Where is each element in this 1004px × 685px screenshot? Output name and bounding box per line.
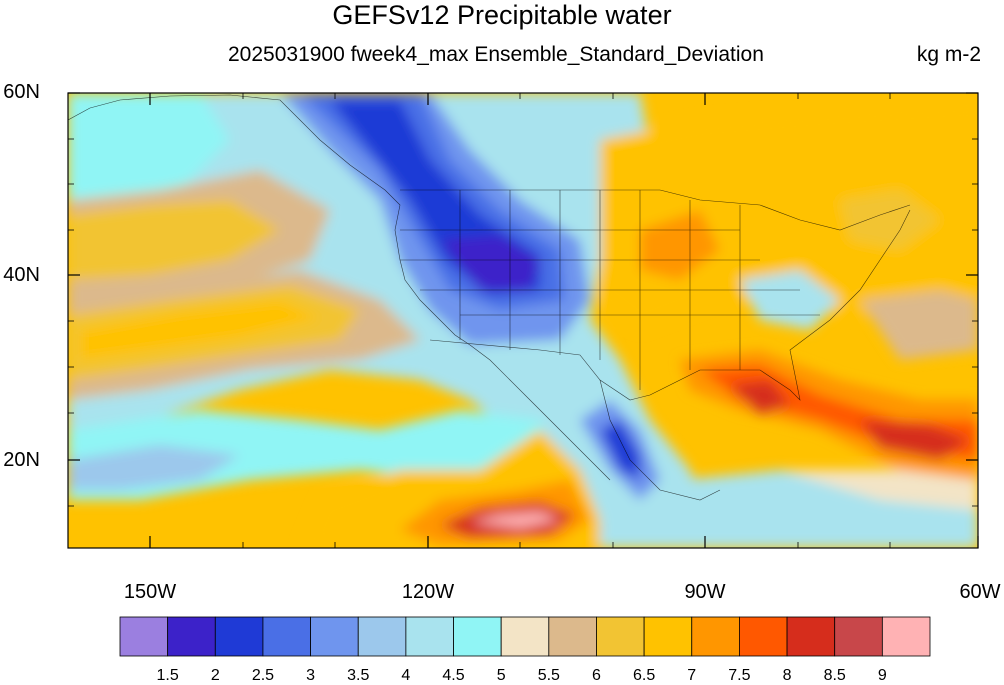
colorbar-tick-label: 9 [877, 667, 887, 684]
colorbar-tick-label: 4 [401, 667, 411, 684]
colorbar-swatch [214, 616, 264, 657]
map-title: GEFSv12 Precipitable water [332, 0, 672, 30]
precipitable-water-field [68, 93, 978, 548]
colorbar-swatch [643, 616, 693, 657]
lon-label-90w: 90W [684, 581, 726, 603]
colorbar-swatch [119, 616, 169, 657]
colorbar-swatch [262, 616, 311, 657]
colorbar-swatch [596, 616, 645, 657]
colorbar-swatch [834, 616, 883, 657]
colorbar-tick-label: 5 [496, 667, 506, 684]
colorbar-swatch [881, 616, 931, 657]
colorbar-swatch [786, 616, 836, 657]
lat-label-20n: 20N [3, 449, 40, 471]
colorbar-tick-label: 3.5 [347, 667, 370, 684]
map-frame [67, 92, 979, 549]
colorbar [119, 616, 931, 657]
colorbar-tick-label: 2.5 [251, 667, 275, 684]
colorbar-tick-label: 6 [592, 667, 601, 684]
colorbar-swatch [167, 616, 216, 657]
colorbar-tick-label: 3 [306, 667, 316, 684]
colorbar-swatch [405, 616, 454, 657]
colorbar-tick-label: 7 [687, 667, 697, 684]
colorbar-tick-label: 2 [210, 667, 220, 684]
colorbar-tick-label: 8 [782, 667, 792, 684]
colorbar-tick-label: 5.5 [537, 667, 560, 684]
colorbar-swatch [739, 616, 788, 657]
lon-label-150w: 150W [123, 581, 177, 603]
lon-label-120w: 120W [401, 581, 455, 603]
colorbar-tick-label: 4.5 [442, 667, 465, 684]
colorbar-swatch [453, 616, 502, 657]
colorbar-swatch [691, 616, 740, 657]
units-label: kg m-2 [916, 43, 981, 66]
colorbar-swatch [310, 616, 359, 657]
colorbar-tick-label: 6.5 [632, 667, 656, 684]
colorbar-swatch [357, 616, 407, 657]
axis-ticks [68, 92, 979, 548]
colorbar-tick-label: 1.5 [156, 667, 179, 684]
lat-label-60n: 60N [3, 81, 40, 103]
colorbar-tick-label: 7.5 [728, 667, 751, 684]
lon-label-60w: 60W [959, 581, 1001, 603]
colorbar-swatch [500, 616, 550, 657]
colorbar-swatch [548, 616, 597, 657]
lat-label-40n: 40N [3, 264, 40, 286]
colorbar-tick-label: 8.5 [823, 667, 846, 684]
map-subtitle: 2025031900 fweek4_max Ensemble_Standard_… [228, 43, 764, 66]
